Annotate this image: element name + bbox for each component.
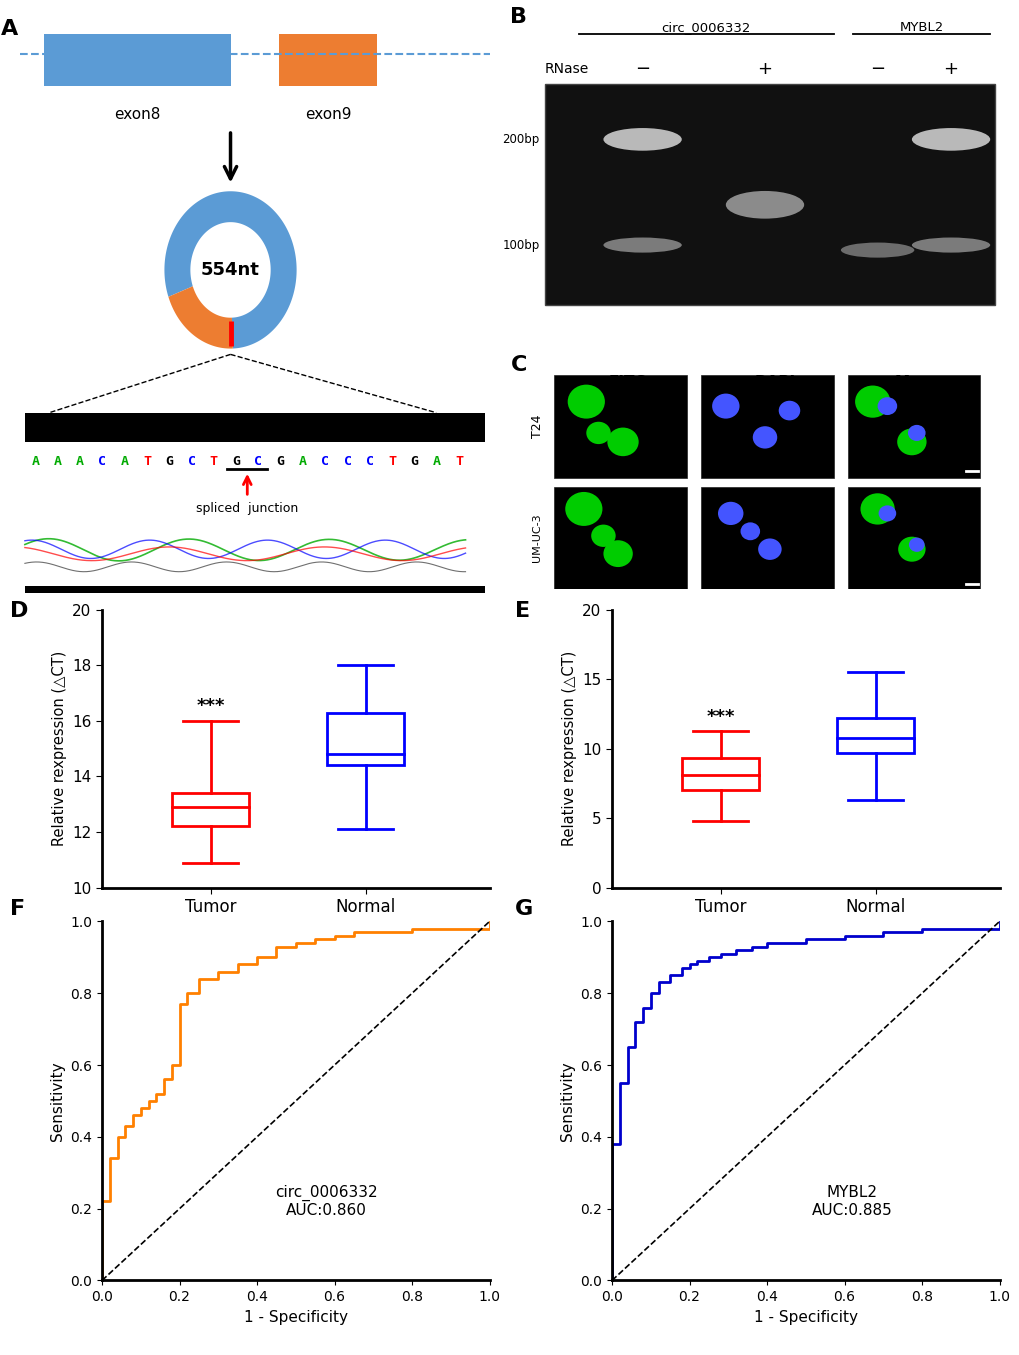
Ellipse shape <box>911 129 989 150</box>
Y-axis label: Sensitivity: Sensitivity <box>559 1061 574 1141</box>
Circle shape <box>740 523 759 541</box>
Text: ***: *** <box>196 698 224 715</box>
Ellipse shape <box>911 237 989 252</box>
Text: T: T <box>143 455 151 467</box>
Bar <box>836 718 913 753</box>
Bar <box>24 413 485 442</box>
Text: UM-UC-3: UM-UC-3 <box>532 514 542 562</box>
Text: A: A <box>432 455 440 467</box>
Text: A: A <box>299 455 307 467</box>
Text: G: G <box>232 455 239 467</box>
Text: A: A <box>32 455 40 467</box>
Circle shape <box>876 397 897 415</box>
Text: G: G <box>165 455 173 467</box>
Circle shape <box>603 541 632 566</box>
Circle shape <box>854 386 890 417</box>
Bar <box>701 486 833 589</box>
Text: E: E <box>515 600 530 621</box>
Text: +: + <box>757 60 771 77</box>
X-axis label: 1 - Specificity: 1 - Specificity <box>753 1310 857 1325</box>
Circle shape <box>897 428 925 455</box>
Bar <box>554 375 686 478</box>
Text: G: G <box>515 898 533 919</box>
Text: C: C <box>321 455 329 467</box>
Bar <box>279 34 377 87</box>
Text: A: A <box>120 455 128 467</box>
Circle shape <box>757 538 781 560</box>
Text: T: T <box>454 455 463 467</box>
Text: A: A <box>54 455 62 467</box>
Text: C: C <box>366 455 373 467</box>
Bar <box>171 793 249 827</box>
Bar <box>24 587 485 593</box>
Bar <box>326 713 404 766</box>
Text: RNase: RNase <box>544 62 588 76</box>
Y-axis label: Relative rexpression (△CT): Relative rexpression (△CT) <box>52 650 66 847</box>
Circle shape <box>777 401 800 420</box>
Bar <box>45 34 230 87</box>
Circle shape <box>586 421 610 444</box>
Text: Merge: Merge <box>894 375 948 390</box>
X-axis label: 1 - Specificity: 1 - Specificity <box>244 1310 347 1325</box>
Bar <box>554 486 686 589</box>
Ellipse shape <box>603 237 681 252</box>
Text: FITC: FITC <box>608 375 646 390</box>
Circle shape <box>717 501 743 524</box>
Text: C: C <box>510 355 526 375</box>
Circle shape <box>860 493 894 524</box>
Circle shape <box>591 524 615 547</box>
Text: F: F <box>10 898 25 919</box>
Text: ***: *** <box>705 709 734 726</box>
Text: T: T <box>387 455 395 467</box>
Ellipse shape <box>726 191 803 218</box>
Text: exon8: exon8 <box>114 107 161 122</box>
Text: G: G <box>410 455 418 467</box>
Text: A: A <box>76 455 85 467</box>
Y-axis label: Sensitivity: Sensitivity <box>50 1061 64 1141</box>
Circle shape <box>907 425 924 440</box>
Text: C: C <box>254 455 262 467</box>
Bar <box>701 375 833 478</box>
Text: B: B <box>510 7 527 27</box>
Ellipse shape <box>840 243 913 257</box>
Text: C: C <box>343 455 352 467</box>
Text: DAPI: DAPI <box>753 375 795 390</box>
Text: A: A <box>0 19 17 39</box>
Text: circ_0006332: circ_0006332 <box>661 20 750 34</box>
Text: −: − <box>635 60 649 77</box>
Text: C: C <box>187 455 196 467</box>
Circle shape <box>606 428 638 457</box>
Text: exon9: exon9 <box>305 107 352 122</box>
Text: MYBL2
AUC:0.885: MYBL2 AUC:0.885 <box>811 1186 892 1218</box>
Text: spliced  junction: spliced junction <box>196 501 299 515</box>
Text: MYBL2: MYBL2 <box>899 20 943 34</box>
Y-axis label: Relative rexpression (△CT): Relative rexpression (△CT) <box>561 650 576 847</box>
Text: 100bp: 100bp <box>502 238 539 252</box>
Polygon shape <box>164 191 297 348</box>
Circle shape <box>568 385 604 419</box>
Circle shape <box>908 538 923 551</box>
Text: −: − <box>869 60 884 77</box>
Text: C: C <box>99 455 106 467</box>
Circle shape <box>565 492 602 526</box>
Circle shape <box>752 427 776 449</box>
Text: 554nt: 554nt <box>201 262 260 279</box>
Polygon shape <box>168 286 232 348</box>
Circle shape <box>877 505 896 522</box>
Text: +: + <box>943 60 958 77</box>
Ellipse shape <box>603 129 681 150</box>
Circle shape <box>898 537 924 562</box>
Text: D: D <box>10 600 29 621</box>
Text: T: T <box>210 455 218 467</box>
Bar <box>544 84 995 305</box>
Text: G: G <box>276 455 284 467</box>
Bar <box>681 759 758 790</box>
Text: circ_0006332
AUC:0.860: circ_0006332 AUC:0.860 <box>275 1184 378 1218</box>
Bar <box>848 375 979 478</box>
Circle shape <box>711 393 739 419</box>
Bar <box>848 486 979 589</box>
Text: T24: T24 <box>530 415 543 438</box>
Text: 200bp: 200bp <box>502 133 539 146</box>
